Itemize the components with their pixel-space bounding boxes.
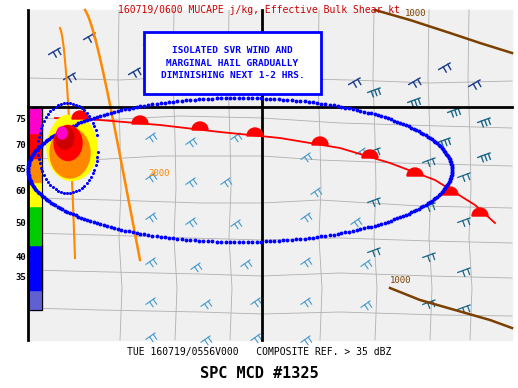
Bar xyxy=(28,107,42,310)
Text: 160719/0600 MUCAPE j/kg, Effective Bulk Shear kt: 160719/0600 MUCAPE j/kg, Effective Bulk … xyxy=(118,5,400,15)
FancyBboxPatch shape xyxy=(144,32,321,94)
Bar xyxy=(28,107,42,133)
Text: ISOLATED SVR WIND AND
MARGINAL HAIL GRADUALLY
DIMINISHING NEXT 1-2 HRS.: ISOLATED SVR WIND AND MARGINAL HAIL GRAD… xyxy=(161,46,305,80)
Bar xyxy=(28,10,512,340)
Bar xyxy=(28,158,42,182)
Text: SPC MCD #1325: SPC MCD #1325 xyxy=(199,367,319,381)
Wedge shape xyxy=(247,128,263,136)
Bar xyxy=(28,182,42,206)
Text: 40: 40 xyxy=(15,253,26,263)
Text: 60: 60 xyxy=(15,187,26,196)
Text: 2000: 2000 xyxy=(148,168,169,177)
Wedge shape xyxy=(72,111,88,119)
Wedge shape xyxy=(362,150,378,158)
Text: 50: 50 xyxy=(15,218,26,227)
Ellipse shape xyxy=(50,128,90,178)
Ellipse shape xyxy=(56,127,74,149)
Bar xyxy=(28,245,42,290)
Ellipse shape xyxy=(47,116,97,180)
Wedge shape xyxy=(192,122,208,130)
Text: 70: 70 xyxy=(15,142,26,151)
Text: 1000: 1000 xyxy=(390,276,411,285)
Wedge shape xyxy=(442,187,458,195)
Ellipse shape xyxy=(57,127,67,139)
Ellipse shape xyxy=(53,116,83,151)
Bar xyxy=(28,206,42,245)
Bar xyxy=(28,133,42,158)
Text: 75: 75 xyxy=(15,116,26,125)
Text: 1000: 1000 xyxy=(405,9,426,17)
Text: 35: 35 xyxy=(15,274,26,282)
Wedge shape xyxy=(132,116,148,124)
Wedge shape xyxy=(472,208,488,216)
Wedge shape xyxy=(407,168,423,176)
Ellipse shape xyxy=(54,125,82,161)
Bar xyxy=(28,290,42,310)
Wedge shape xyxy=(312,137,328,145)
Text: 65: 65 xyxy=(15,166,26,175)
Text: TUE 160719/0556V000   COMPOSITE REF. > 35 dBZ: TUE 160719/0556V000 COMPOSITE REF. > 35 … xyxy=(127,347,391,357)
